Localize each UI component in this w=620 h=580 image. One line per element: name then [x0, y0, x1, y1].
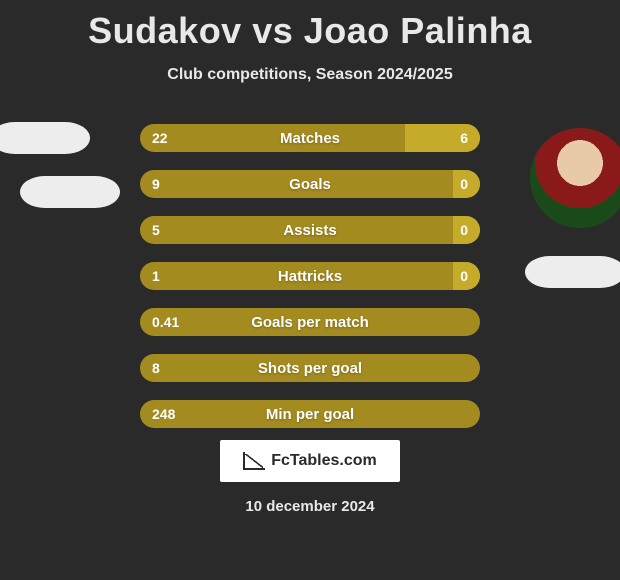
page-subtitle: Club competitions, Season 2024/2025: [0, 66, 620, 84]
stat-row: 1Hattricks0: [140, 262, 480, 290]
page-title: Sudakov vs Joao Palinha: [0, 0, 620, 52]
stat-row: 0.41Goals per match: [140, 308, 480, 336]
stat-row: 248Min per goal: [140, 400, 480, 428]
stat-label: Goals per match: [140, 308, 480, 336]
stat-row: 8Shots per goal: [140, 354, 480, 382]
player-right-flag: [525, 256, 620, 288]
stat-row: 5Assists0: [140, 216, 480, 244]
stat-value-right: 0: [460, 170, 468, 198]
stat-label: Goals: [140, 170, 480, 198]
stat-label: Min per goal: [140, 400, 480, 428]
stat-value-right: 0: [460, 262, 468, 290]
stat-label: Hattricks: [140, 262, 480, 290]
stat-value-right: 6: [460, 124, 468, 152]
stat-row: 9Goals0: [140, 170, 480, 198]
stat-label: Shots per goal: [140, 354, 480, 382]
brand-badge[interactable]: FcTables.com: [220, 440, 400, 482]
stat-value-right: 0: [460, 216, 468, 244]
stat-row: 22Matches6: [140, 124, 480, 152]
chart-icon: [243, 452, 265, 470]
footer-date: 10 december 2024: [0, 498, 620, 515]
stat-label: Matches: [140, 124, 480, 152]
player-left-club-badge: [20, 176, 120, 208]
stat-label: Assists: [140, 216, 480, 244]
stat-rows: 22Matches6 9Goals0 5Assists0 1Hattricks0 0.4…: [140, 124, 480, 446]
player-right-avatar: [530, 128, 620, 228]
brand-text: FcTables.com: [271, 452, 377, 470]
player-left-flag: [0, 122, 90, 154]
